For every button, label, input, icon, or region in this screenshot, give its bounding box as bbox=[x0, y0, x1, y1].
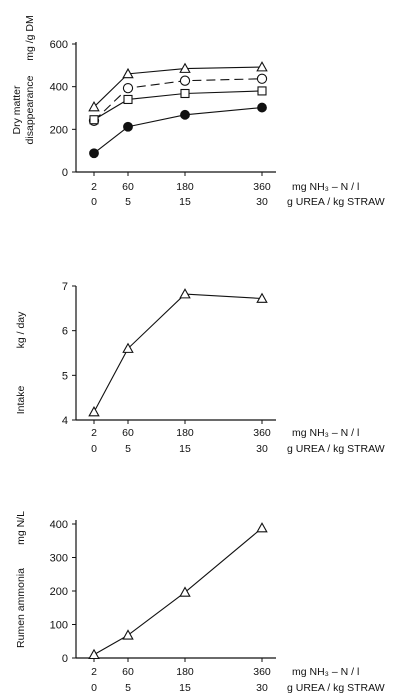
x2-tick-label: 30 bbox=[256, 196, 268, 208]
triangle-marker-1 bbox=[88, 648, 100, 660]
circle-filled-marker-1 bbox=[89, 148, 99, 159]
circle-filled-marker-3 bbox=[180, 109, 190, 120]
y-tick-label: 400 bbox=[50, 82, 68, 94]
x-tick-label: 60 bbox=[122, 427, 134, 439]
x2-tick-label: 30 bbox=[256, 682, 268, 694]
y-tick-label: 4 bbox=[62, 415, 68, 427]
x2-tick-label: 5 bbox=[125, 682, 131, 694]
x-tick-label: 2 bbox=[91, 427, 97, 439]
y-tick-label: 200 bbox=[50, 586, 68, 598]
y-tick-label: 0 bbox=[62, 167, 68, 179]
circle-filled-marker-2 bbox=[123, 121, 133, 132]
x2-tick-label: 0 bbox=[91, 196, 97, 208]
x-axis-unit: mg NH₃ – N / l bbox=[292, 181, 359, 193]
panel-intake: 4 5 6 7 2 0 60 5 180 15 360 30 Intake kg / day mg … bbox=[15, 281, 385, 455]
triangle-marker-2 bbox=[122, 342, 134, 353]
x-tick-label: 2 bbox=[91, 666, 97, 678]
y-axis-unit: mg N/L bbox=[15, 511, 27, 545]
x2-tick-label: 15 bbox=[179, 443, 191, 455]
x2-tick-label: 5 bbox=[125, 443, 131, 455]
circle-open-marker-4 bbox=[256, 73, 268, 84]
y-tick-label: 7 bbox=[62, 281, 68, 293]
y-tick-label: 100 bbox=[50, 620, 68, 632]
y-axis-label: Intake bbox=[15, 386, 27, 415]
x2-tick-label: 15 bbox=[179, 196, 191, 208]
x-tick-label: 60 bbox=[122, 666, 134, 678]
triangle-marker-3 bbox=[179, 586, 191, 597]
x-tick-label: 180 bbox=[176, 181, 194, 193]
y-axis-unit: kg / day bbox=[15, 311, 27, 349]
x-tick-label: 360 bbox=[253, 427, 271, 439]
x2-axis-unit: g UREA / kg STRAW bbox=[287, 443, 385, 455]
triangle-marker-1 bbox=[88, 406, 100, 417]
x-axis-unit: mg NH₃ – N / l bbox=[292, 427, 359, 439]
y-tick-label: 5 bbox=[62, 370, 68, 382]
triangle-marker-2 bbox=[122, 629, 134, 640]
y-tick-label: 300 bbox=[50, 553, 68, 565]
x2-tick-label: 0 bbox=[91, 682, 97, 694]
square-marker-3 bbox=[180, 88, 190, 99]
x-tick-label: 2 bbox=[91, 181, 97, 193]
triangle-marker-4 bbox=[256, 61, 268, 72]
x-tick-label: 360 bbox=[253, 666, 271, 678]
x-tick-label: 180 bbox=[176, 427, 194, 439]
series-line-1 bbox=[93, 293, 263, 413]
y-tick-label: 600 bbox=[50, 39, 68, 51]
square-marker-2 bbox=[123, 94, 133, 105]
square-marker-4 bbox=[257, 86, 267, 96]
x2-tick-label: 30 bbox=[256, 443, 268, 455]
panel-rumen-ammonia: 0 100 200 300 400 2 0 60 5 180 15 360 30 Rumen ammo… bbox=[15, 511, 385, 694]
y-axis-label-line2: disappearance bbox=[24, 75, 36, 144]
y-axis-unit: mg /g DM bbox=[24, 15, 36, 61]
triangle-marker-1 bbox=[88, 101, 100, 112]
triangle-marker-4 bbox=[256, 292, 268, 303]
y-tick-label: 6 bbox=[62, 326, 68, 338]
x-tick-label: 360 bbox=[253, 181, 271, 193]
x2-tick-label: 5 bbox=[125, 196, 131, 208]
x2-axis-unit: g UREA / kg STRAW bbox=[287, 682, 385, 694]
y-axis-label: Rumen ammonia bbox=[15, 568, 27, 648]
square-marker-1 bbox=[89, 115, 99, 125]
series-line-1 bbox=[93, 527, 263, 656]
y-tick-label: 200 bbox=[50, 124, 68, 136]
y-tick-label: 0 bbox=[62, 653, 68, 665]
x-tick-label: 60 bbox=[122, 181, 134, 193]
circle-open-marker-3 bbox=[179, 75, 191, 86]
y-axis-label-line1: Dry matter bbox=[11, 85, 23, 135]
y-tick-label: 400 bbox=[50, 519, 68, 531]
x2-axis-unit: g UREA / kg STRAW bbox=[287, 196, 385, 208]
circle-filled-marker-4 bbox=[257, 102, 267, 113]
triangle-marker-2 bbox=[122, 67, 134, 79]
series-line-1 bbox=[93, 66, 263, 108]
panel-dry-matter: 0 200 400 600 2 0 60 5 180 15 360 30 Dry matter di… bbox=[11, 15, 385, 208]
triangle-marker-3 bbox=[179, 288, 191, 299]
x2-tick-label: 0 bbox=[91, 443, 97, 455]
x-tick-label: 180 bbox=[176, 666, 194, 678]
series-line-3 bbox=[93, 90, 263, 121]
triangle-marker-3 bbox=[179, 62, 191, 73]
circle-open-marker-2 bbox=[122, 83, 134, 94]
x-axis-unit: mg NH₃ – N / l bbox=[292, 666, 359, 678]
x2-tick-label: 15 bbox=[179, 682, 191, 694]
triangle-marker-4 bbox=[256, 522, 268, 533]
series-line-2 bbox=[93, 78, 263, 122]
series-line-4 bbox=[93, 107, 263, 154]
